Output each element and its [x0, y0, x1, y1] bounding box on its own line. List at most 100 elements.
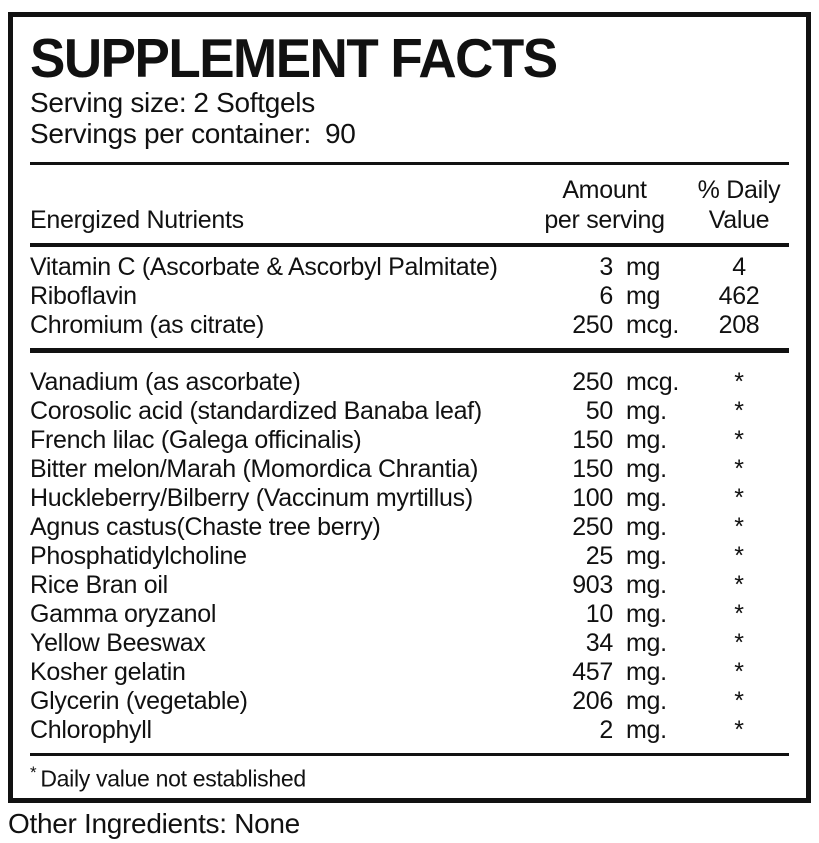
servings-per-container-line: Servings per container: 90 [30, 118, 789, 149]
nutrient-name: Chromium (as citrate) [30, 311, 265, 339]
table-row: Vitamin C (Ascorbate & Ascorbyl Palmitat… [30, 253, 789, 282]
table-header-row: Energized Nutrients Amount per serving %… [30, 165, 789, 243]
nutrient-name: Bitter melon/Marah (Momordica Chrantia) [30, 455, 479, 483]
nutrient-name: Yellow Beeswax [30, 629, 206, 657]
other-ingredients-line: Other Ingredients: None [8, 808, 300, 839]
nutrient-name: Glycerin (vegetable) [30, 687, 248, 715]
daily-value: * [734, 658, 744, 686]
panel-title: SUPPLEMENT FACTS [30, 27, 558, 90]
nutrient-name: Vitamin C (Ascorbate & Ascorbyl Palmitat… [30, 253, 498, 281]
amount-unit: mg. [626, 716, 667, 744]
table-row: Rice Bran oil 903 mg. * [30, 571, 789, 600]
amount-value: 150 [572, 455, 613, 483]
divider-section [30, 348, 789, 353]
daily-value: * [734, 542, 744, 570]
footnote-text: Daily value not established [40, 765, 306, 792]
nutrient-section-primary: Vitamin C (Ascorbate & Ascorbyl Palmitat… [30, 247, 789, 348]
table-row: Gamma oryzanol 10 mg. * [30, 600, 789, 629]
amount-unit: mg. [626, 600, 667, 628]
serving-size-line: Serving size: 2 Softgels [30, 87, 789, 118]
amount-value: 150 [572, 426, 613, 454]
footnote: * Daily value not established [30, 756, 789, 798]
amount-unit: mg. [626, 397, 667, 425]
daily-value: * [734, 716, 744, 744]
amount-unit: mcg. [626, 368, 679, 396]
amount-unit: mg. [626, 542, 667, 570]
nutrient-name: Gamma oryzanol [30, 600, 217, 628]
daily-value: * [734, 455, 744, 483]
table-row: Chlorophyll 2 mg. * [30, 716, 789, 745]
column-header-nutrients: Energized Nutrients [30, 206, 244, 234]
nutrient-section-secondary: Vanadium (as ascorbate) 250 mcg. * Coros… [30, 353, 789, 753]
table-row: Agnus castus(Chaste tree berry) 250 mg. … [30, 513, 789, 542]
amount-value: 2 [599, 716, 613, 744]
daily-value: 4 [732, 253, 746, 281]
amount-unit: mg. [626, 658, 667, 686]
amount-value: 100 [572, 484, 613, 512]
nutrient-name: French lilac (Galega officinalis) [30, 426, 362, 454]
amount-value: 250 [572, 368, 613, 396]
amount-unit: mg. [626, 571, 667, 599]
table-row: Chromium (as citrate) 250 mcg. 208 [30, 311, 789, 340]
amount-value: 206 [572, 687, 613, 715]
amount-value: 6 [599, 282, 613, 310]
daily-value: * [734, 368, 744, 396]
amount-value: 457 [572, 658, 613, 686]
nutrient-name: Agnus castus(Chaste tree berry) [30, 513, 381, 541]
nutrient-name: Kosher gelatin [30, 658, 186, 686]
amount-unit: mg [626, 253, 661, 281]
nutrient-name: Rice Bran oil [30, 571, 168, 599]
divider-footnote [30, 753, 789, 756]
table-row: Corosolic acid (standardized Banaba leaf… [30, 397, 789, 426]
amount-unit: mcg. [626, 311, 679, 339]
serving-size-label: Serving size: [30, 87, 187, 118]
amount-value: 50 [585, 397, 614, 425]
amount-unit: mg [626, 282, 661, 310]
table-row: Phosphatidylcholine 25 mg. * [30, 542, 789, 571]
nutrient-name: Huckleberry/Bilberry (Vaccinum myrtillus… [30, 484, 473, 512]
amount-unit: mg. [626, 513, 667, 541]
daily-value: 208 [718, 311, 760, 339]
footnote-asterisk: * [30, 763, 37, 782]
amount-value: 250 [572, 311, 613, 339]
divider-header [30, 243, 789, 247]
serving-size-value: 2 Softgels [193, 87, 315, 118]
table-row: Bitter melon/Marah (Momordica Chrantia) … [30, 455, 789, 484]
amount-unit: mg. [626, 484, 667, 512]
daily-value: * [734, 484, 744, 512]
table-row: Kosher gelatin 457 mg. * [30, 658, 789, 687]
daily-value: * [734, 629, 744, 657]
table-row: Huckleberry/Bilberry (Vaccinum myrtillus… [30, 484, 789, 513]
supplement-facts-panel: SUPPLEMENT FACTS Serving size: 2 Softgels… [8, 12, 811, 803]
amount-unit: mg. [626, 687, 667, 715]
column-header-daily-value: % Daily Value [697, 176, 781, 234]
table-row: Vanadium (as ascorbate) 250 mcg. * [30, 368, 789, 397]
daily-value: 462 [718, 282, 760, 310]
column-header-amount: Amount per serving [544, 176, 665, 234]
nutrient-name: Corosolic acid (standardized Banaba leaf… [30, 397, 482, 425]
amount-value: 10 [585, 600, 614, 628]
daily-value: * [734, 513, 744, 541]
table-row: Glycerin (vegetable) 206 mg. * [30, 687, 789, 716]
daily-value: * [734, 426, 744, 454]
table-row: Yellow Beeswax 34 mg. * [30, 629, 789, 658]
amount-unit: mg. [626, 455, 667, 483]
amount-value: 25 [585, 542, 614, 570]
divider-top [30, 162, 789, 165]
amount-value: 250 [572, 513, 613, 541]
amount-value: 34 [585, 629, 614, 657]
nutrient-name: Chlorophyll [30, 716, 152, 744]
table-row: French lilac (Galega officinalis) 150 mg… [30, 426, 789, 455]
amount-value: 3 [599, 253, 613, 281]
nutrient-name: Riboflavin [30, 282, 137, 310]
servings-per-container-label: Servings per container: [30, 118, 312, 149]
servings-per-container-value: 90 [325, 118, 356, 149]
table-row: Riboflavin 6 mg 462 [30, 282, 789, 311]
nutrient-name: Vanadium (as ascorbate) [30, 368, 301, 396]
nutrient-name: Phosphatidylcholine [30, 542, 247, 570]
daily-value: * [734, 600, 744, 628]
amount-unit: mg. [626, 426, 667, 454]
amount-value: 903 [572, 571, 613, 599]
daily-value: * [734, 571, 744, 599]
daily-value: * [734, 687, 744, 715]
